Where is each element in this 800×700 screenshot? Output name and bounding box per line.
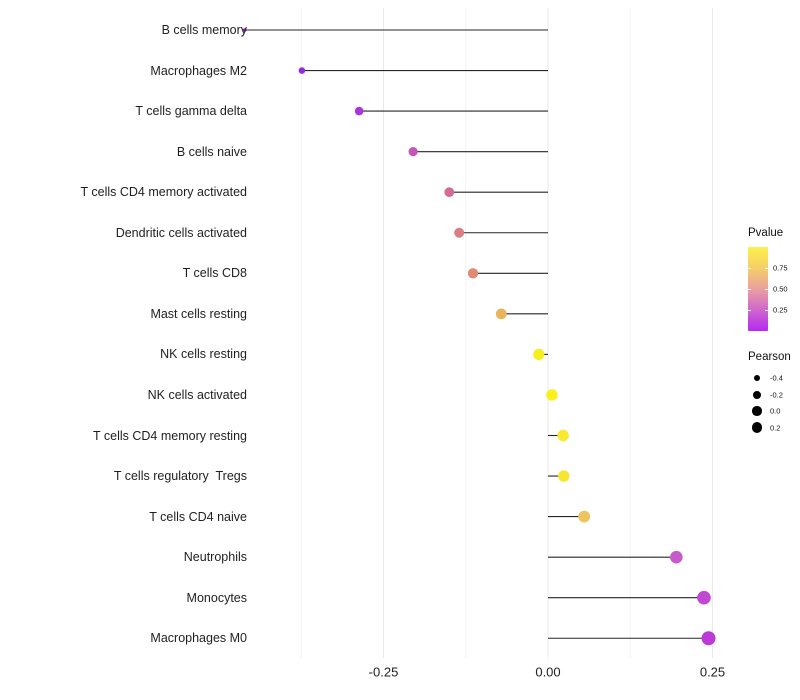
pearson-legend-size-dot [752, 406, 762, 416]
y-axis-label: Neutrophils [183, 550, 247, 565]
lollipop-dot [557, 429, 569, 442]
pearson-legend-item-label: -0.2 [770, 390, 783, 399]
y-axis-label: Mast cells resting [150, 306, 247, 321]
pvalue-colorbar-tick-label: 0.25 [773, 305, 788, 315]
pvalue-colorbar-tick-label: 0.50 [773, 284, 788, 294]
x-axis-tick-label: 0.25 [699, 664, 726, 680]
y-axis-label: T cells CD4 memory activated [80, 185, 248, 200]
pearson-legend-title: Pearson [748, 351, 791, 363]
pvalue-colorbar-tick-mark [765, 289, 768, 290]
pvalue-colorbar-tick-mark [765, 268, 768, 269]
pearson-legend-item-label: 0.2 [770, 423, 781, 432]
y-axis-label: B cells naive [176, 144, 247, 159]
lollipop-dot [495, 308, 507, 320]
y-axis-label: T cells gamma delta [135, 104, 247, 119]
lollipop-dot [546, 389, 558, 401]
lollipop-dot [467, 268, 479, 279]
y-axis-label: T cells regulatory Tregs [113, 469, 247, 484]
pearson-legend-size-dot [754, 375, 760, 381]
lollipop-dot [558, 470, 570, 482]
x-axis-tick-label: 0.00 [535, 664, 561, 680]
lollipop-dot [354, 106, 364, 116]
pvalue-colorbar-tick-mark [748, 289, 751, 290]
pearson-legend-size-dot [753, 390, 761, 399]
lollipop-dot [697, 590, 711, 605]
lollipop-dot [670, 550, 683, 564]
y-axis-label: Dendritic cells activated [115, 225, 247, 240]
x-axis-tick-label: -0.25 [368, 664, 399, 680]
pearson-legend-item-label: 0.0 [770, 406, 781, 416]
pearson-legend-item-label: -0.4 [770, 373, 783, 383]
lollipop-dot [578, 510, 591, 523]
pearson-legend-size-dot [751, 422, 763, 433]
pvalue-colorbar-tick-label: 0.75 [773, 263, 788, 273]
y-axis-label: B cells memory [161, 23, 247, 37]
pvalue-colorbar-tick-mark [765, 310, 768, 311]
pvalue-colorbar-tick-mark [748, 268, 751, 269]
y-axis-label: Monocytes [186, 590, 247, 605]
pvalue-colorbar-tick-mark [748, 310, 751, 311]
pvalue-legend-title: Pvalue [748, 227, 784, 239]
pvalue-colorbar [748, 247, 768, 331]
y-axis-label: NK cells resting [160, 347, 247, 362]
lollipop-dot [444, 187, 455, 198]
lollipop-dot [242, 28, 247, 32]
y-axis-label: Macrophages M2 [150, 63, 247, 78]
lollipop-dot [408, 147, 418, 157]
y-axis-label: Macrophages M0 [150, 631, 247, 646]
y-axis-label: T cells CD8 [182, 266, 247, 281]
lollipop-dot [298, 67, 306, 74]
lollipop-dot [701, 631, 716, 646]
lollipop-dot [533, 348, 545, 360]
lollipop-dot [454, 227, 465, 238]
y-axis-label: T cells CD4 naive [149, 509, 247, 524]
y-axis-label: T cells CD4 memory resting [93, 428, 247, 443]
y-axis-label: NK cells activated [147, 387, 247, 402]
